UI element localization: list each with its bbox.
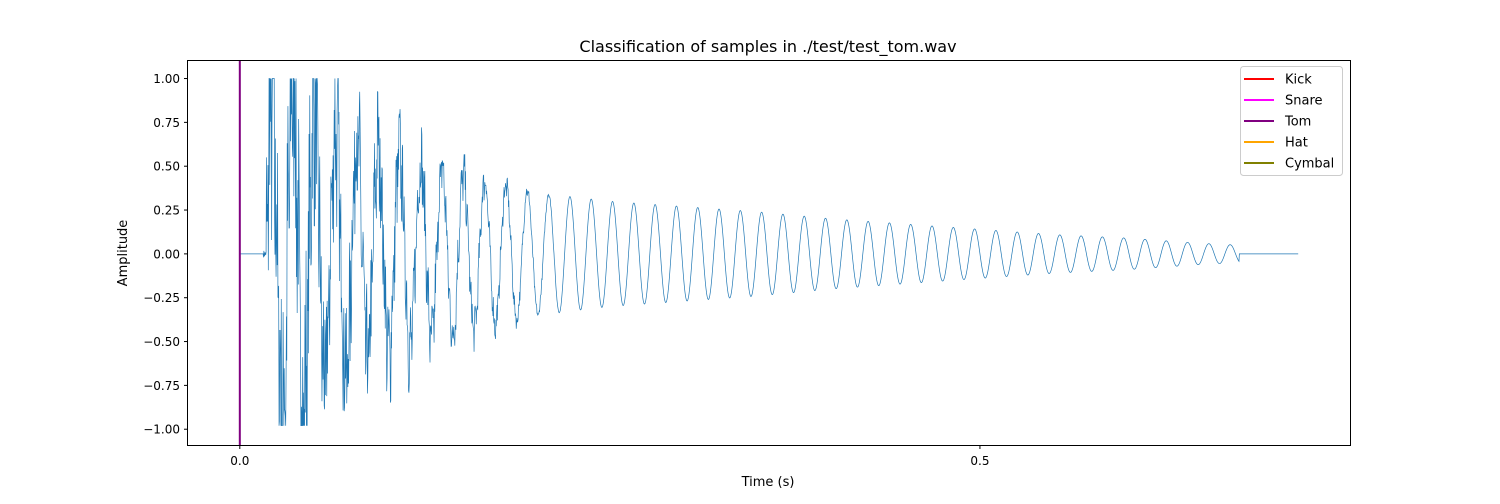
x-tick-label: 0.5 [970, 454, 989, 468]
x-axis: 0.0 0.5 [230, 445, 989, 468]
chart-title: Classification of samples in ./test/test… [579, 37, 956, 57]
y-tick-label: 0.25 [153, 204, 180, 218]
legend-entries: Kick Snare Tom Hat Cymbal [1244, 73, 1334, 172]
y-tick-label: 0.50 [153, 160, 180, 174]
legend-label-snare: Snare [1285, 94, 1323, 109]
legend-label-hat: Hat [1285, 136, 1308, 151]
legend-label-cymbal: Cymbal [1285, 157, 1334, 172]
x-axis-label: Time (s) [741, 475, 795, 490]
x-tick-label: 0.0 [230, 454, 249, 468]
legend: Kick Snare Tom Hat Cymbal [1240, 66, 1343, 176]
y-tick-label: −0.50 [143, 335, 180, 349]
y-tick-label: −1.00 [143, 423, 180, 437]
y-tick-label: −0.75 [143, 379, 180, 393]
y-axis: −1.00 −0.75 −0.50 −0.25 0.00 0.25 0.50 0.75 1.00 [143, 72, 188, 437]
legend-box [1240, 66, 1343, 176]
waveform-line [239, 78, 1299, 427]
legend-label-kick: Kick [1285, 73, 1312, 88]
waveform-layer [239, 78, 1299, 427]
plot-frame [187, 60, 1351, 446]
legend-label-tom: Tom [1284, 115, 1311, 130]
y-tick-label: 0.75 [153, 116, 180, 130]
y-tick-label: 1.00 [153, 72, 180, 86]
y-tick-label: −0.25 [143, 291, 180, 305]
y-tick-label: 0.00 [153, 247, 180, 261]
y-axis-label: Amplitude [116, 220, 131, 287]
